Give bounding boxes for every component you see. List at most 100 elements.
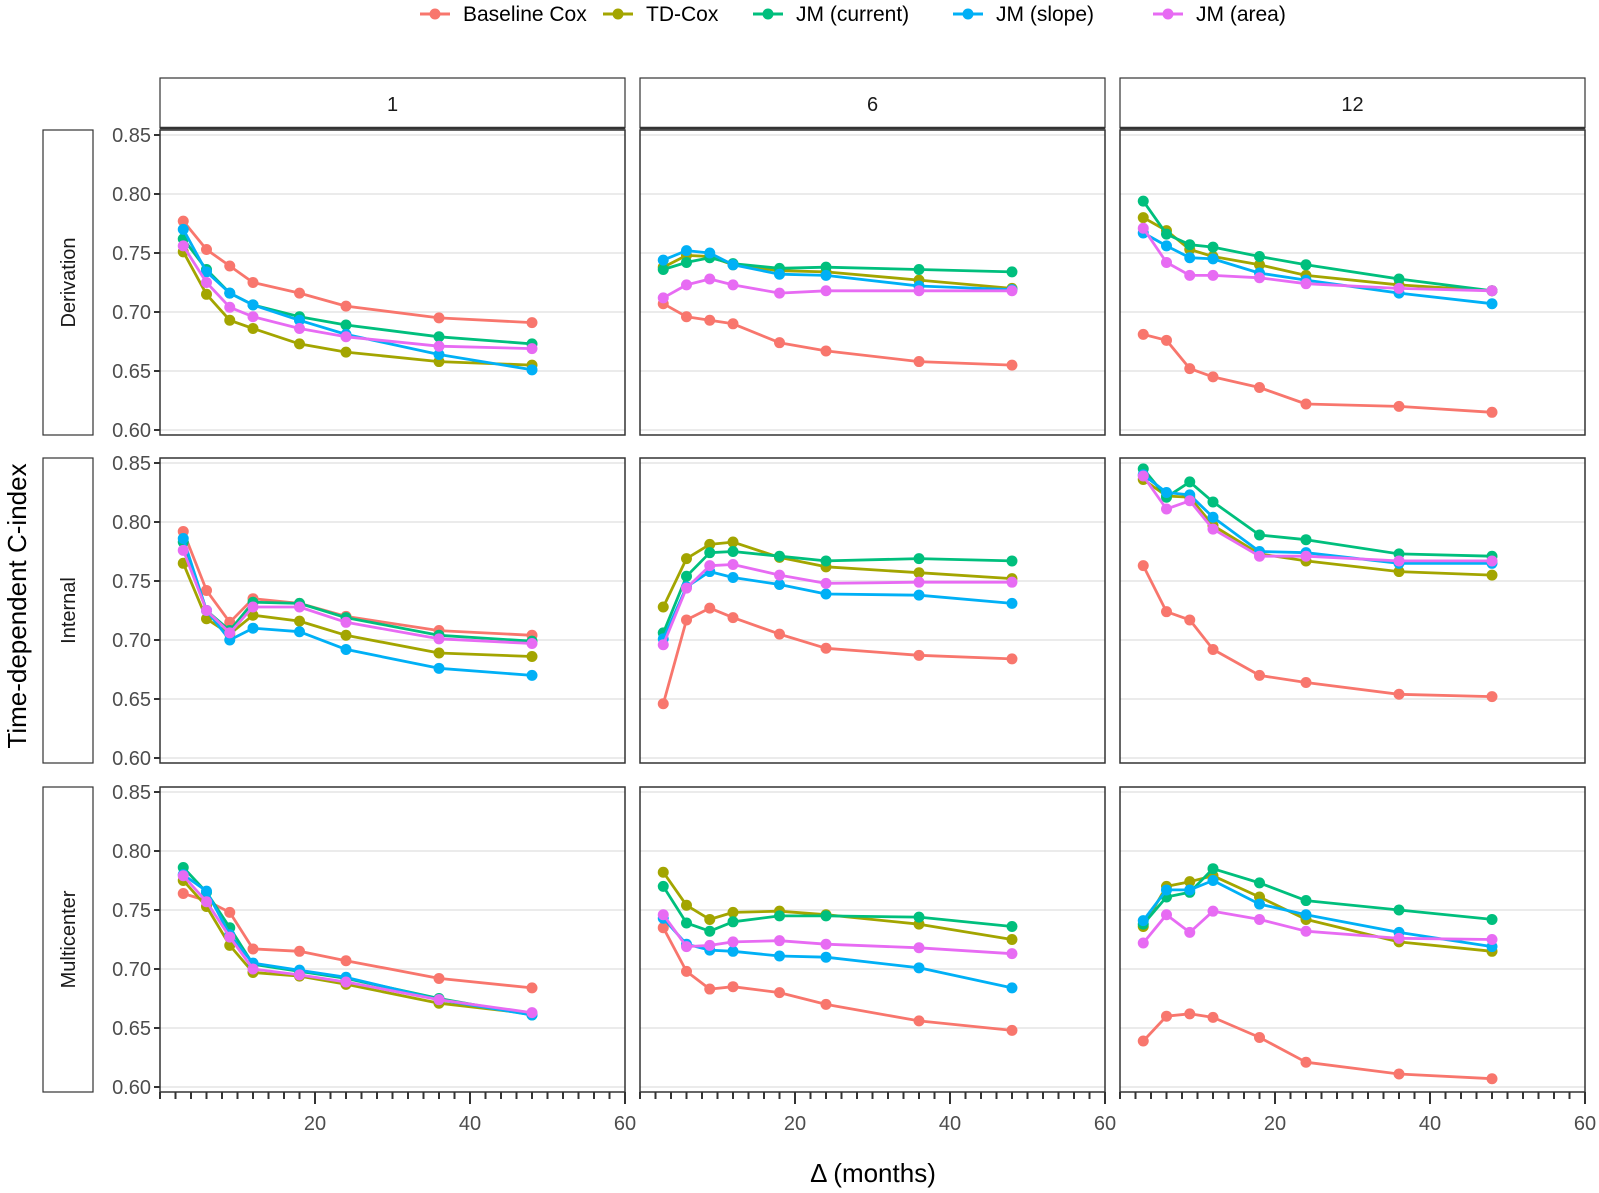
panel-derivation-6 xyxy=(639,129,1106,436)
data-point xyxy=(201,584,212,596)
data-point xyxy=(247,299,259,311)
y-tick-label: 0.80 xyxy=(112,184,151,206)
data-point xyxy=(657,254,669,266)
data-point xyxy=(681,941,692,953)
data-point xyxy=(727,318,739,330)
y-tick-label: 0.85 xyxy=(112,125,151,147)
data-point xyxy=(1006,921,1018,933)
data-point xyxy=(657,922,669,934)
data-point xyxy=(526,651,538,663)
data-point xyxy=(1137,195,1149,207)
data-point xyxy=(247,601,259,613)
series-jm-area xyxy=(657,909,1018,960)
data-point xyxy=(727,279,739,291)
data-point xyxy=(247,277,259,288)
data-point xyxy=(1137,222,1149,234)
data-point xyxy=(1393,282,1405,294)
data-point xyxy=(1486,406,1498,418)
data-point xyxy=(913,567,925,579)
facet-strip-col-1: 1 xyxy=(159,77,626,130)
legend-item-td-cox: TD-Cox xyxy=(603,3,719,26)
data-point xyxy=(340,629,352,641)
data-point xyxy=(294,945,305,957)
data-point xyxy=(1161,240,1172,252)
data-point xyxy=(1393,932,1405,944)
y-tick-label: 0.65 xyxy=(112,689,151,711)
data-point xyxy=(294,626,305,638)
data-point xyxy=(913,649,925,661)
legend-label: JM (area) xyxy=(1196,3,1286,26)
x-tick-label: 40 xyxy=(939,1113,961,1135)
data-point xyxy=(704,538,716,550)
data-point xyxy=(294,338,305,350)
data-point xyxy=(1161,256,1172,268)
data-point xyxy=(294,969,305,981)
legend-label: TD-Cox xyxy=(646,3,719,26)
data-point xyxy=(526,317,538,329)
facet-strip-col-12: 12 xyxy=(1119,77,1586,130)
data-point xyxy=(247,943,259,955)
data-point xyxy=(913,962,925,974)
data-point xyxy=(340,955,352,967)
data-point xyxy=(681,899,692,911)
data-point xyxy=(247,963,259,975)
data-point xyxy=(820,642,832,654)
panel-internal-6 xyxy=(639,457,1106,764)
data-point xyxy=(774,910,785,922)
data-point xyxy=(704,247,716,259)
data-point xyxy=(1254,272,1265,284)
data-point xyxy=(681,311,692,323)
data-point xyxy=(1161,503,1172,515)
data-point xyxy=(1486,569,1498,581)
y-tick-label: 0.85 xyxy=(112,453,151,475)
data-point xyxy=(1207,875,1219,886)
data-point xyxy=(774,268,785,280)
data-point xyxy=(201,266,212,278)
data-point xyxy=(1486,1073,1498,1085)
x-axis-title: Δ (months) xyxy=(810,1158,936,1188)
data-point xyxy=(774,628,785,640)
y-tick-label: 0.75 xyxy=(112,900,151,922)
legend: Baseline Cox TD-Cox JM (current) JM (slope)… xyxy=(420,3,1286,26)
data-point xyxy=(774,569,785,581)
panels: 1 6 12 Derivation 0.60 0.65 0.70 0.75 0.80 0.85 In… xyxy=(42,77,1596,1135)
data-point xyxy=(177,870,189,882)
x-tick-label: 60 xyxy=(1574,1113,1596,1135)
y-axis-title: Time-dependent C-index xyxy=(2,463,32,748)
data-point xyxy=(1006,266,1018,278)
data-point xyxy=(727,936,739,948)
y-axis-internal: 0.60 0.65 0.70 0.75 0.80 0.85 xyxy=(112,453,160,770)
data-point xyxy=(1254,1031,1265,1043)
x-tick-label: 60 xyxy=(614,1113,636,1135)
data-point xyxy=(294,323,305,335)
data-point xyxy=(177,223,189,235)
legend-label: JM (slope) xyxy=(996,3,1094,26)
data-point xyxy=(681,965,692,977)
x-axis-col-12: 20 40 60 xyxy=(1119,1092,1596,1135)
data-point xyxy=(913,911,925,923)
data-point xyxy=(1184,884,1196,896)
data-point xyxy=(704,939,716,951)
series-line xyxy=(662,550,1013,634)
data-point xyxy=(820,588,832,600)
panel-border xyxy=(159,786,626,1093)
legend-item-baseline-cox: Baseline Cox xyxy=(420,3,587,26)
data-point xyxy=(201,243,212,255)
legend-key-point xyxy=(1162,8,1174,20)
series-jm-area xyxy=(1137,905,1498,949)
data-point xyxy=(1486,691,1498,703)
data-point xyxy=(1486,298,1498,310)
data-point xyxy=(224,287,236,299)
legend-key-point xyxy=(429,8,441,20)
data-point xyxy=(681,279,692,291)
data-point xyxy=(727,612,739,624)
data-point xyxy=(1006,934,1018,945)
series-line xyxy=(182,874,533,1015)
data-point xyxy=(657,698,669,710)
x-tick-label: 40 xyxy=(459,1113,481,1135)
data-point xyxy=(1207,371,1219,383)
data-point xyxy=(681,256,692,268)
data-point xyxy=(1300,909,1312,921)
y-tick-label: 0.60 xyxy=(112,420,151,442)
data-point xyxy=(1161,606,1172,618)
